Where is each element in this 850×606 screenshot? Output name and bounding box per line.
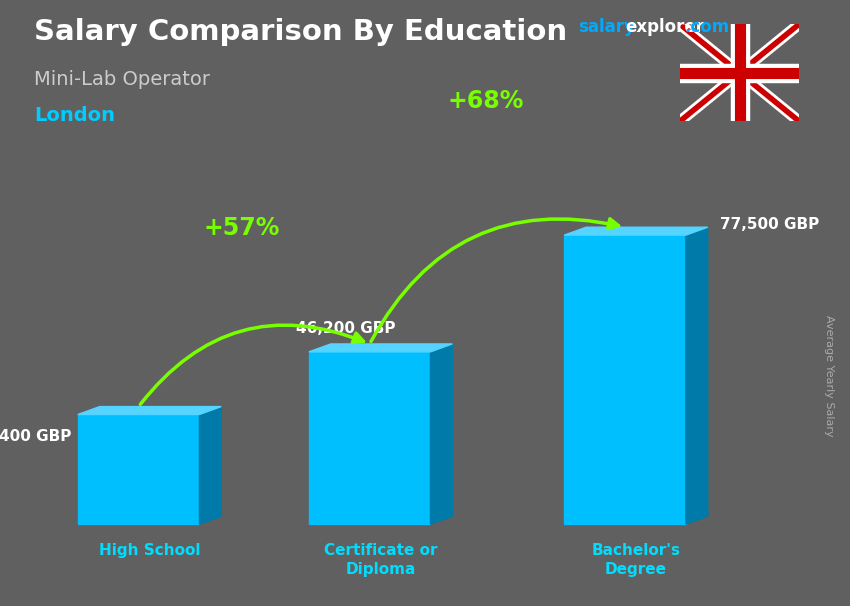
Polygon shape	[309, 344, 452, 352]
Text: explorer: explorer	[625, 18, 704, 36]
Text: London: London	[34, 106, 115, 125]
Text: 46,200 GBP: 46,200 GBP	[296, 321, 395, 336]
Bar	[78, 415, 200, 524]
Bar	[309, 352, 430, 524]
Polygon shape	[686, 227, 708, 524]
Text: Certificate or
Diploma: Certificate or Diploma	[324, 543, 438, 577]
Text: High School: High School	[99, 543, 201, 558]
Text: Average Yearly Salary: Average Yearly Salary	[824, 315, 834, 436]
Text: 29,400 GBP: 29,400 GBP	[0, 429, 71, 444]
Text: .com: .com	[684, 18, 729, 36]
Text: 77,500 GBP: 77,500 GBP	[720, 217, 819, 232]
Text: +57%: +57%	[204, 216, 280, 240]
Text: salary: salary	[578, 18, 635, 36]
Polygon shape	[430, 344, 452, 524]
Text: Bachelor's
Degree: Bachelor's Degree	[592, 543, 681, 577]
Text: Mini-Lab Operator: Mini-Lab Operator	[34, 70, 210, 88]
Text: Salary Comparison By Education: Salary Comparison By Education	[34, 18, 567, 46]
Polygon shape	[200, 407, 221, 524]
Polygon shape	[564, 227, 708, 235]
Text: +68%: +68%	[447, 88, 524, 113]
Polygon shape	[78, 407, 221, 415]
Bar	[564, 235, 686, 524]
